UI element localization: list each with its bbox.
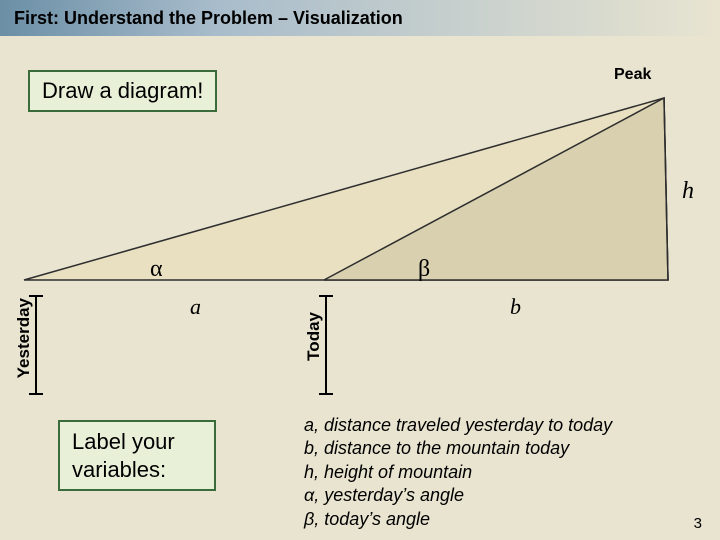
def-a: a, distance traveled yesterday to today xyxy=(304,414,612,437)
def-b: b, distance to the mountain today xyxy=(304,437,612,460)
callout-label: Label your variables: xyxy=(58,420,216,491)
peak-label: Peak xyxy=(614,66,651,84)
page-number: 3 xyxy=(694,515,702,532)
today-label: Today xyxy=(304,312,324,361)
def-h: h, height of mountain xyxy=(304,461,612,484)
segment-b-label: b xyxy=(510,294,521,320)
callout-label-text: Label your variables: xyxy=(72,429,175,482)
def-alpha: α, yesterday’s angle xyxy=(304,484,612,507)
def-beta: β, today’s angle xyxy=(304,508,612,531)
slide-header: First: Understand the Problem – Visualiz… xyxy=(0,0,720,36)
definitions-block: a, distance traveled yesterday to today … xyxy=(304,414,612,531)
header-title: First: Understand the Problem – Visualiz… xyxy=(14,8,403,29)
callout-draw-text: Draw a diagram! xyxy=(42,78,203,103)
alpha-label: α xyxy=(150,256,163,283)
callout-draw: Draw a diagram! xyxy=(28,70,217,112)
h-label: h xyxy=(682,178,694,205)
beta-label: β xyxy=(418,256,430,283)
segment-a-label: a xyxy=(190,294,201,320)
yesterday-label: Yesterday xyxy=(14,298,34,378)
